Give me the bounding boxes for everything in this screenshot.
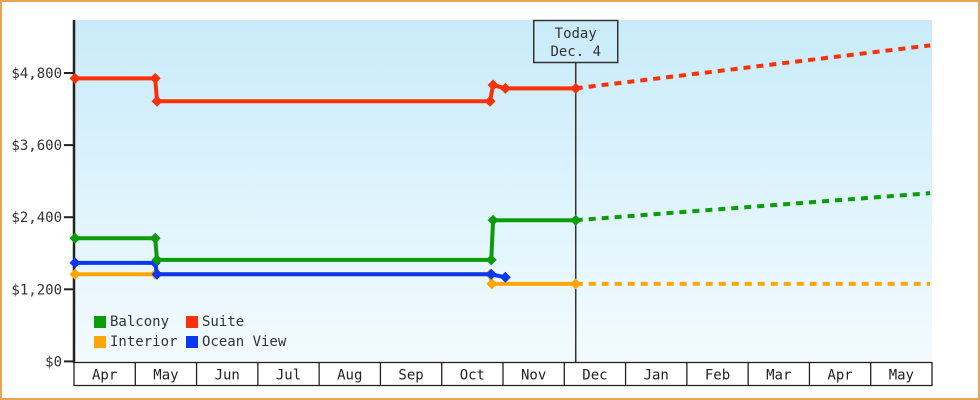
month-label: Feb [705, 368, 730, 384]
y-tick-label: $0 [45, 354, 62, 370]
y-tick-label: $3,600 [11, 138, 62, 154]
series-marker-suite [499, 82, 511, 94]
month-label: Aug [337, 368, 362, 384]
month-label: May [889, 368, 914, 384]
series-marker-interior [486, 278, 498, 290]
y-tick-label: $1,200 [11, 282, 62, 298]
series-marker-interior [69, 268, 81, 280]
today-date-label: Dec. 4 [550, 44, 601, 60]
month-label: Jun [215, 368, 240, 384]
series-marker-balcony [149, 232, 161, 244]
month-label: Nov [521, 368, 546, 384]
month-label: Apr [827, 368, 852, 384]
series-marker-ocean-view [485, 268, 497, 280]
series-marker-balcony [485, 254, 497, 266]
month-label: Jan [644, 368, 669, 384]
series-marker-balcony [570, 214, 582, 226]
month-label: Apr [92, 368, 117, 384]
series-marker-ocean-view [69, 257, 81, 269]
series-marker-suite [484, 95, 496, 107]
month-label: Jul [276, 368, 301, 384]
series-marker-suite [570, 82, 582, 94]
series-marker-suite [69, 72, 81, 84]
series-marker-suite [149, 72, 161, 84]
series-marker-ocean-view [151, 268, 163, 280]
month-label: May [153, 368, 178, 384]
month-label: Sep [398, 368, 423, 384]
month-label: Dec [582, 368, 607, 384]
series-marker-ocean-view [499, 271, 511, 283]
series-marker-suite [151, 95, 163, 107]
month-label: Mar [766, 368, 791, 384]
y-tick-label: $2,400 [11, 210, 62, 226]
series-marker-balcony [487, 214, 499, 226]
series-line-balcony [75, 218, 576, 262]
series-marker-balcony [151, 254, 163, 266]
series-marker-interior [570, 278, 582, 290]
today-box [532, 19, 619, 64]
today-label: Today [555, 26, 597, 42]
series-marker-balcony [69, 232, 81, 244]
series-marker-suite [487, 79, 499, 91]
y-tick-label: $4,800 [11, 66, 62, 82]
plot-background [75, 20, 932, 362]
month-label: Oct [460, 368, 485, 384]
